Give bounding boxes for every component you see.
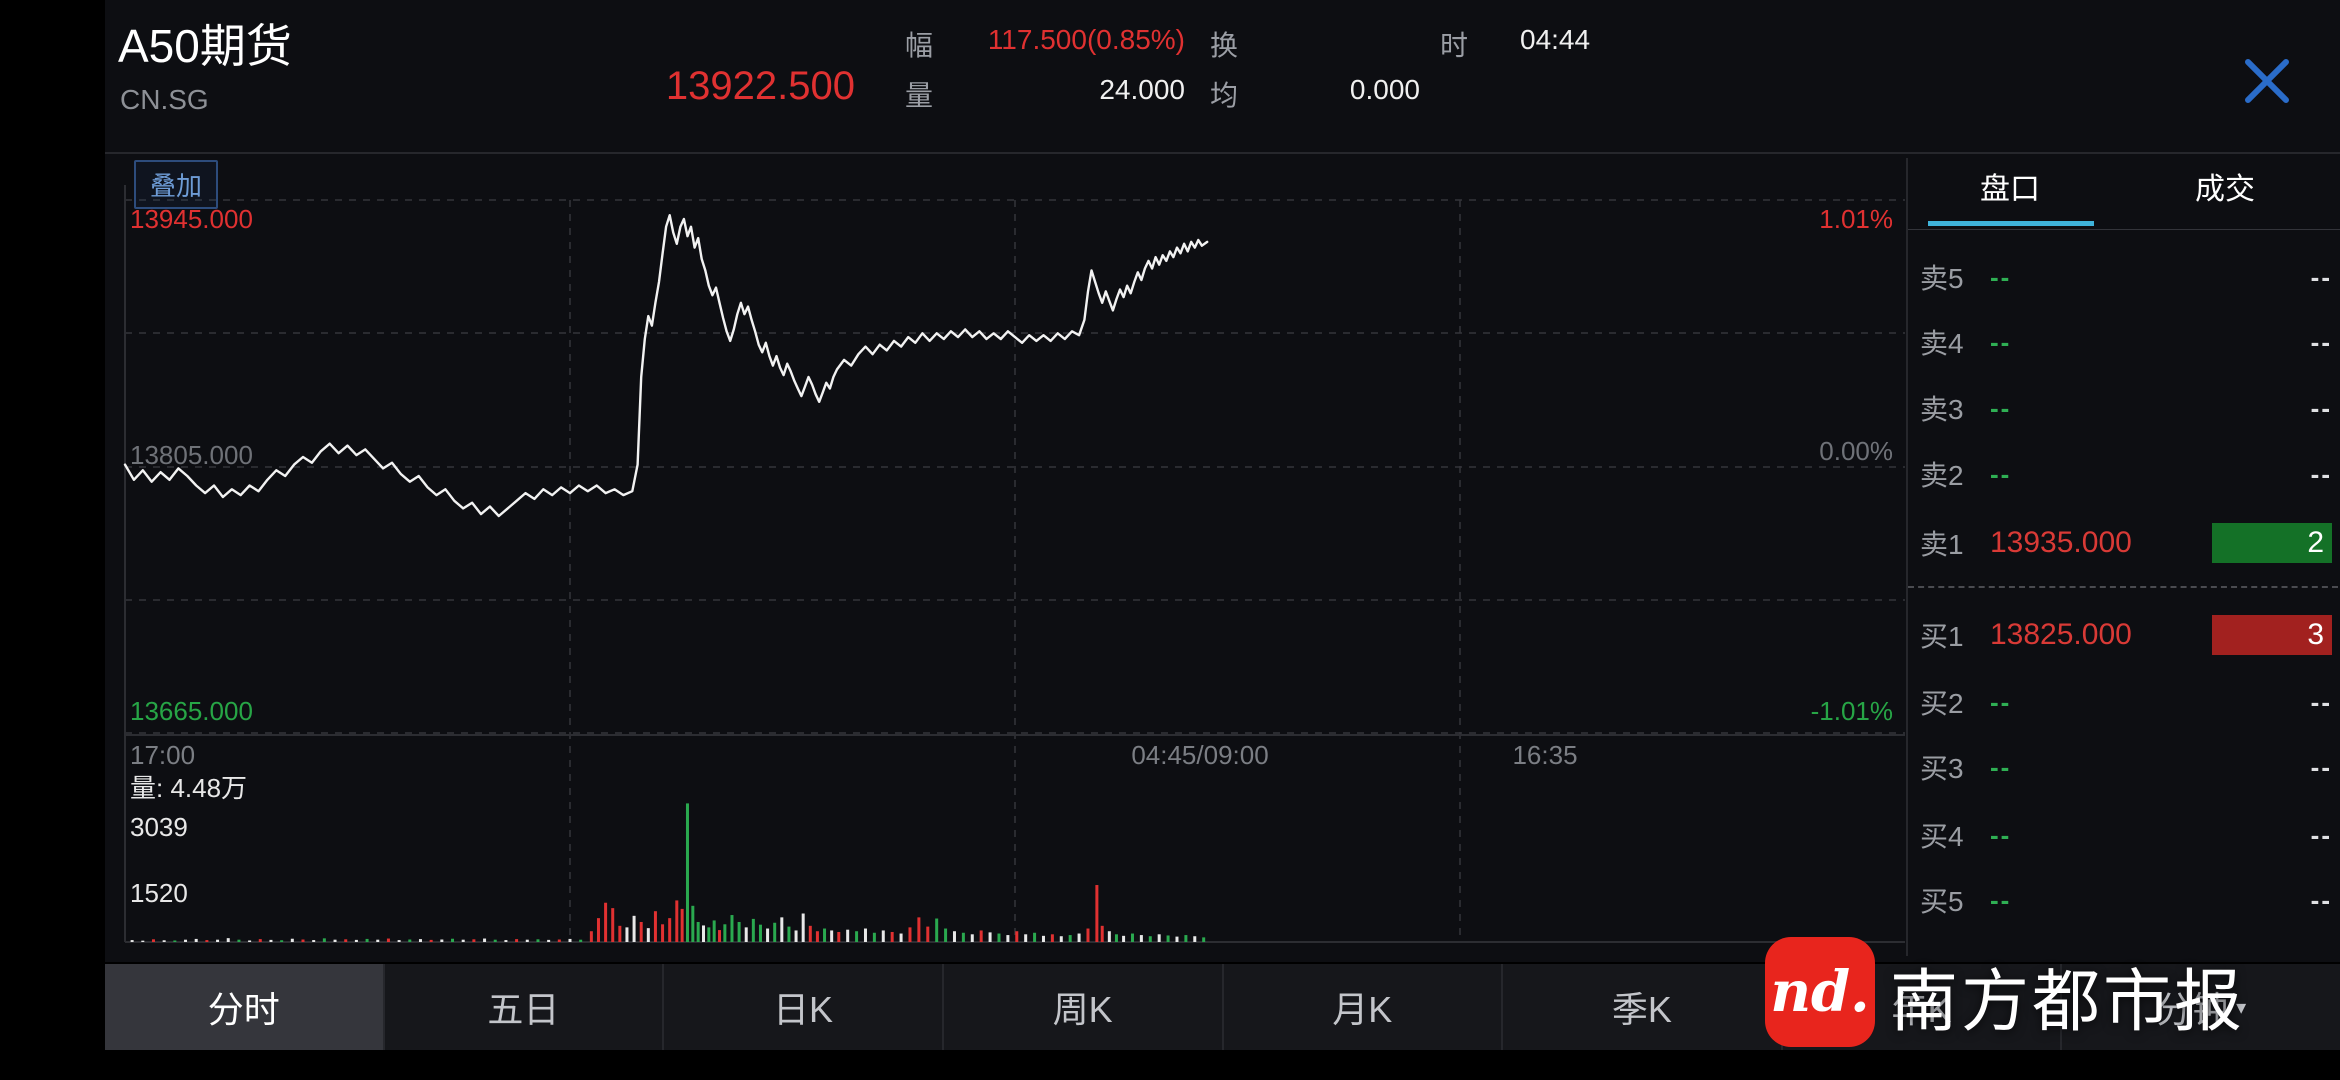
panel-divider (1906, 158, 1908, 956)
level-price: -- (1990, 261, 2012, 292)
level-price: 13825.000 (1990, 618, 2132, 651)
level-label: 买3 (1920, 753, 1964, 784)
level-quantity: -- (2310, 261, 2332, 292)
period-tab-label: 日K (773, 989, 834, 1030)
period-tab-日K[interactable]: 日K (664, 964, 944, 1050)
bid-row-买1[interactable]: 买1 13825.000 3 (1920, 613, 2332, 657)
level-label: 买4 (1920, 821, 1964, 852)
level-quantity: 2 (2212, 523, 2332, 563)
watermark-logo: nd. (1765, 937, 1875, 1047)
period-tab-label: 五日 (487, 989, 560, 1030)
stat-value-average: 0.000 (1349, 74, 1420, 105)
ask-row-卖1[interactable]: 卖1 13935.000 2 (1920, 521, 2332, 565)
period-tab-label: 分时 (207, 989, 280, 1030)
level-quantity: -- (2310, 458, 2332, 489)
level-quantity: -- (2310, 686, 2332, 717)
level-quantity: -- (2310, 392, 2332, 423)
ask-row-卖3[interactable]: 卖3 -- -- (1920, 386, 2332, 430)
level-label: 卖4 (1920, 328, 1964, 359)
yaxis-high-label: 13945.000 (130, 204, 253, 234)
ask-row-卖2[interactable]: 卖2 -- -- (1920, 452, 2332, 496)
chevron-down-icon: ▾ (2236, 996, 2247, 1019)
orderbook-separator (1908, 586, 2338, 588)
period-tab-年K[interactable]: 年K (1783, 964, 2063, 1050)
level-label: 买1 (1920, 621, 1964, 652)
stat-label-volume: 量 (905, 80, 934, 111)
page-title: A50期货 (118, 20, 292, 72)
panel-tabs-divider (1908, 229, 2340, 230)
period-tab-分钟[interactable]: 分钟 ▾ (2062, 964, 2340, 1050)
level-label: 卖2 (1920, 460, 1964, 491)
period-tab-分时[interactable]: 分时 (105, 964, 385, 1050)
watermark-text: 南方都市报 (1890, 964, 2246, 1040)
level-price: 13935.000 (1990, 526, 2132, 559)
active-tab-underline (1928, 221, 2094, 226)
pct-mid-label: 0.00% (1819, 436, 1893, 466)
bid-row-买3[interactable]: 买3 -- -- (1920, 745, 2332, 789)
last-price: 13922.500 (665, 64, 855, 108)
ask-row-卖5[interactable]: 卖5 -- -- (1920, 255, 2332, 299)
stat-label-average: 均 (1210, 80, 1239, 111)
period-tab-五日[interactable]: 五日 (385, 964, 665, 1050)
ask-row-卖4[interactable]: 卖4 -- -- (1920, 320, 2332, 364)
level-price: -- (1990, 458, 2012, 489)
volume-title: 量: 4.48万 (130, 773, 248, 803)
level-price: -- (1990, 686, 2012, 717)
intraday-chart[interactable] (105, 155, 1905, 945)
pct-high-label: 1.01% (1819, 204, 1893, 234)
yaxis-low-label: 13665.000 (130, 696, 253, 726)
level-quantity: 3 (2212, 615, 2332, 655)
period-tab-label: 季K (1611, 989, 1672, 1030)
stat-value-time: 04:44 (1520, 24, 1591, 55)
level-price: -- (1990, 819, 2012, 850)
period-tab-label: 年K (1891, 989, 1952, 1030)
tab-trades[interactable]: 成交 (2195, 173, 2255, 206)
stat-value-change: 117.500(0.85%) (987, 24, 1185, 55)
level-quantity: -- (2310, 751, 2332, 782)
level-quantity: -- (2310, 884, 2332, 915)
level-price: -- (1990, 751, 2012, 782)
level-label: 卖3 (1920, 394, 1964, 425)
level-price: -- (1990, 884, 2012, 915)
stat-label-turnover: 换 (1210, 30, 1239, 61)
header-divider (105, 152, 2340, 154)
stat-label-time: 时 (1440, 30, 1469, 61)
app-background (105, 0, 2340, 1048)
stat-value-volume: 24.000 (1099, 74, 1185, 105)
xaxis-open-label: 17:00 (130, 740, 196, 770)
period-tab-bar: 分时 五日 日K 周K 月K 季K 年K 分钟 ▾ (105, 962, 2340, 1050)
yaxis-mid-label: 13805.000 (130, 440, 253, 470)
level-label: 卖5 (1920, 263, 1964, 294)
level-label: 卖1 (1920, 529, 1964, 560)
level-quantity: -- (2310, 326, 2332, 357)
overlay-compare-button[interactable]: 叠加 (134, 160, 219, 209)
volume-tick-low: 1520 (130, 878, 188, 908)
xaxis-close-label: 16:35 (1512, 740, 1578, 770)
pct-low-label: -1.01% (1810, 696, 1893, 726)
close-icon[interactable] (2240, 54, 2294, 108)
bid-row-买4[interactable]: 买4 -- -- (1920, 813, 2332, 857)
period-tab-月K[interactable]: 月K (1224, 964, 1504, 1050)
level-price: -- (1990, 326, 2012, 357)
bid-row-买5[interactable]: 买5 -- -- (1920, 878, 2332, 922)
period-tab-label: 月K (1332, 989, 1393, 1030)
period-tab-周K[interactable]: 周K (944, 964, 1224, 1050)
level-price: -- (1990, 392, 2012, 423)
tab-order-book[interactable]: 盘口 (1980, 173, 2040, 206)
period-tab-label: 分钟 (2156, 989, 2229, 1030)
period-tab-label: 周K (1052, 989, 1113, 1030)
level-quantity: -- (2310, 819, 2332, 850)
period-tab-季K[interactable]: 季K (1503, 964, 1783, 1050)
exchange-code: CN.SG (120, 84, 209, 115)
stat-label-change: 幅 (905, 30, 934, 61)
level-label: 买2 (1920, 688, 1964, 719)
volume-tick-high: 3039 (130, 812, 188, 842)
bid-row-买2[interactable]: 买2 -- -- (1920, 680, 2332, 724)
xaxis-mid-label: 04:45/09:00 (1131, 740, 1269, 770)
level-label: 买5 (1920, 886, 1964, 917)
